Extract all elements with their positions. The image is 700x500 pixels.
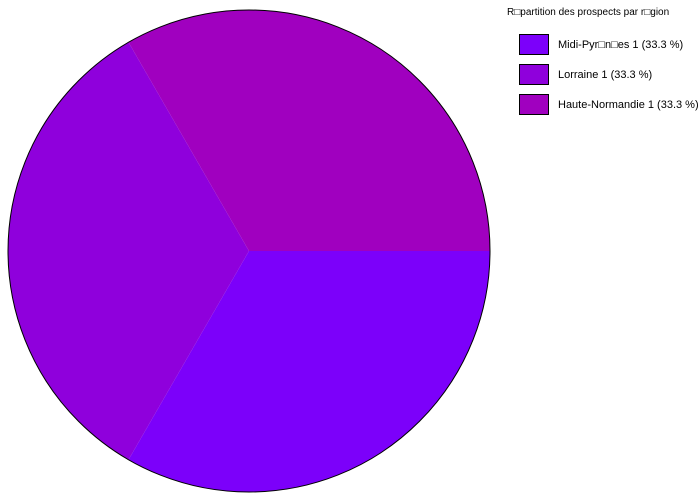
pie-slice-2	[128, 10, 490, 251]
legend-title: R□partition des prospects par r□gion	[507, 7, 670, 18]
legend-swatch-icon	[519, 64, 549, 85]
legend-item-label: Midi-Pyr□n□es 1 (33.3 %)	[558, 38, 684, 51]
legend: R□partition des prospects par r□gion Mid…	[507, 6, 699, 124]
legend-item-lorraine: Lorraine 1 (33.3 %)	[519, 64, 697, 85]
pie-outline	[7, 9, 491, 493]
pie-slice-0	[128, 251, 490, 492]
legend-items: Midi-Pyr□n□es 1 (33.3 %) Lorraine 1 (33.…	[519, 34, 699, 115]
legend-swatch-icon	[519, 34, 549, 55]
legend-item-midi-pyrenees: Midi-Pyr□n□es 1 (33.3 %)	[519, 34, 697, 55]
legend-item-haute-normandie: Haute-Normandie 1 (33.3 %)	[519, 94, 699, 115]
legend-item-label: Lorraine 1 (33.3 %)	[558, 68, 653, 81]
legend-item-label: Haute-Normandie 1 (33.3 %)	[558, 98, 699, 111]
pie-slice-1	[8, 42, 250, 460]
legend-swatch-icon	[519, 94, 549, 115]
